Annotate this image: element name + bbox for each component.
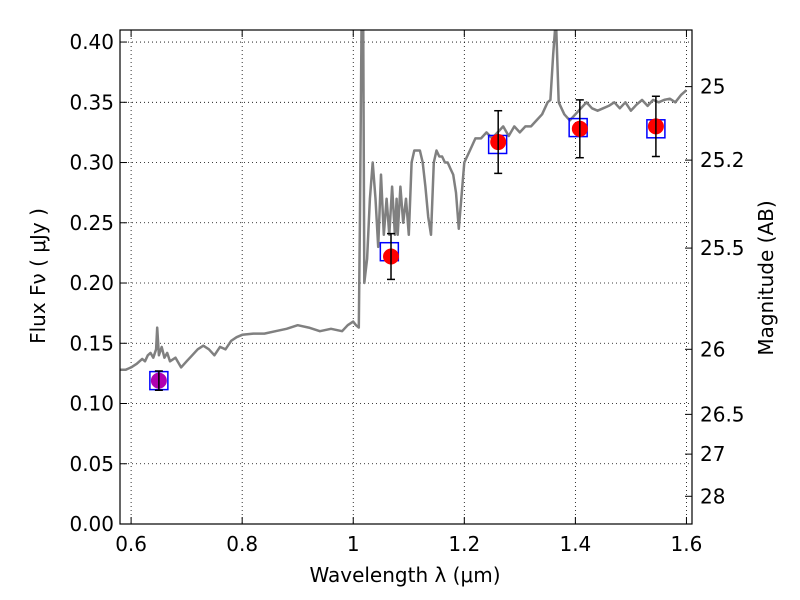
y2-tick-label: 26.5 xyxy=(700,402,745,426)
x-tick-label: 1 xyxy=(347,532,360,556)
spectrum-layer xyxy=(120,30,688,372)
y-tick-label: 0.35 xyxy=(69,90,114,114)
y-tick-label: 0.40 xyxy=(69,30,114,54)
y-tick-label: 0.25 xyxy=(69,211,114,235)
x-tick-label: 0.6 xyxy=(115,532,147,556)
y2-tick-label: 26 xyxy=(700,337,725,361)
y2-tick-label: 27 xyxy=(700,442,725,466)
ticks: 0.6 0.8 1 1.2 1.4 1.6 0.00 0.05 0.10 0.15 0.20 0.25… xyxy=(69,30,745,556)
model-spectrum-line xyxy=(120,30,688,372)
plot-frame xyxy=(119,29,693,525)
points-layer xyxy=(149,95,666,392)
y-tick-label: 0.10 xyxy=(69,392,114,416)
y-tick-label: 0.00 xyxy=(69,512,114,536)
y-tick-label: 0.05 xyxy=(69,452,114,476)
y2-tick-label: 25.5 xyxy=(700,236,745,260)
y2-tick-label: 28 xyxy=(700,484,725,508)
x-tick-label: 0.8 xyxy=(226,532,258,556)
y-tick-label: 0.15 xyxy=(69,331,114,355)
x-axis-title: Wavelength λ (μm) xyxy=(309,563,500,587)
y-tick-label: 0.30 xyxy=(69,151,114,175)
x-tick-label: 1.4 xyxy=(559,532,591,556)
axes xyxy=(119,29,693,525)
x-tick-label: 1.6 xyxy=(671,532,703,556)
x-tick-label: 1.2 xyxy=(448,532,480,556)
y-axis-title: Flux Fν ( μJy ) xyxy=(26,208,50,344)
y2-tick-label: 25 xyxy=(700,75,725,99)
y2-axis-title: Magnitude (AB) xyxy=(754,200,778,355)
y-tick-label: 0.20 xyxy=(69,271,114,295)
y2-tick-label: 25.2 xyxy=(700,148,745,172)
